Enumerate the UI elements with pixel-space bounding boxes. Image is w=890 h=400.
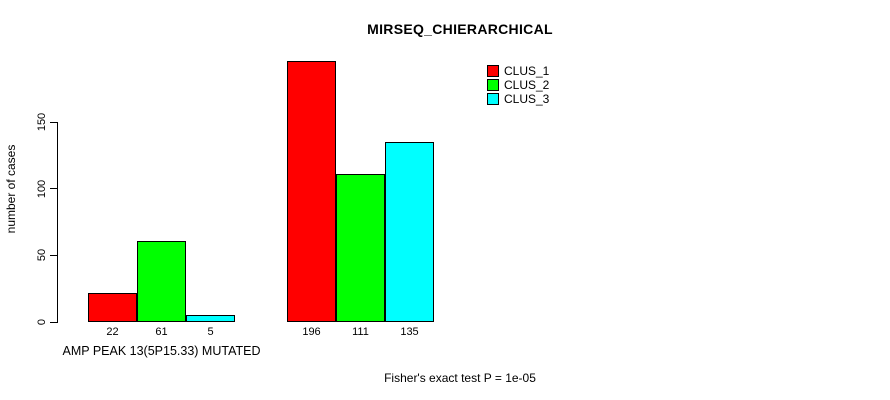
bar-clus_2-group1	[137, 240, 186, 322]
bar-value-label: 135	[400, 326, 419, 338]
y-tick-label: 150	[36, 112, 48, 132]
annotation-text: Fisher's exact test P = 1e-05	[384, 371, 536, 385]
legend: CLUS_1 CLUS_2 CLUS_3	[487, 64, 549, 106]
y-tick-mark	[50, 254, 57, 256]
bar-value-label: 196	[302, 326, 321, 338]
legend-item: CLUS_3	[487, 92, 549, 106]
legend-label: CLUS_2	[504, 78, 550, 92]
bar-clus_1-group1	[88, 292, 137, 322]
x-axis-group-label: AMP PEAK 13(5P15.33) MUTATED	[62, 344, 261, 358]
bar-clus_1-group2	[287, 60, 336, 322]
legend-label: CLUS_3	[504, 92, 550, 106]
legend-swatch	[487, 65, 499, 77]
y-tick-mark	[50, 188, 57, 190]
bar-clus_3-group2	[385, 142, 434, 322]
y-axis-line	[57, 122, 58, 323]
bar-value-label: 61	[155, 326, 168, 338]
bar-clus_2-group2	[336, 174, 385, 322]
bar-value-label: 22	[106, 326, 119, 338]
y-tick-label: 100	[36, 179, 48, 198]
y-tick-label: 50	[36, 249, 48, 262]
y-tick-mark	[50, 121, 57, 123]
bar-value-label: 5	[207, 326, 214, 338]
legend-label: CLUS_1	[504, 64, 550, 78]
bar-clus_3-group1	[186, 315, 235, 322]
legend-item: CLUS_2	[487, 78, 549, 92]
y-tick-label: 0	[36, 318, 48, 326]
y-tick-mark	[50, 321, 57, 323]
chart-title: MIRSEQ_CHIERARCHICAL	[367, 21, 553, 37]
y-axis-label: number of cases	[4, 144, 18, 234]
legend-swatch	[487, 79, 499, 91]
legend-item: CLUS_1	[487, 64, 549, 78]
legend-swatch	[487, 93, 499, 105]
bar-value-label: 111	[352, 326, 369, 338]
